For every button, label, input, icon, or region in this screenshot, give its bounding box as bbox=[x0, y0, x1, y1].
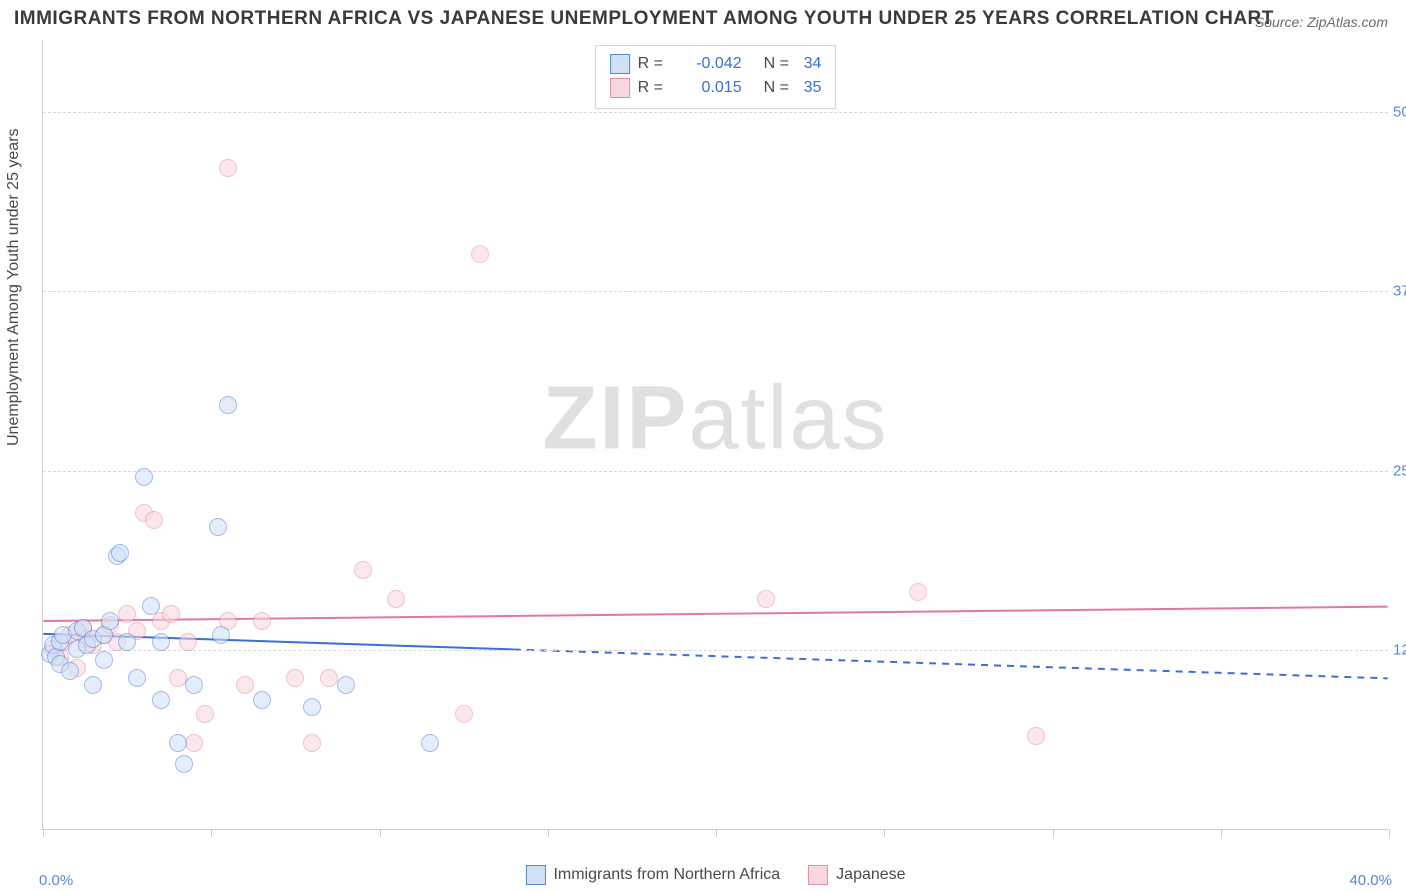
y-axis-label: Unemployment Among Youth under 25 years bbox=[5, 128, 23, 446]
scatter-point-series2 bbox=[236, 676, 254, 694]
x-tick bbox=[380, 829, 381, 837]
x-tick bbox=[548, 829, 549, 837]
trend-lines-layer bbox=[43, 40, 1388, 829]
legend-n-value: 34 bbox=[804, 52, 822, 76]
legend-r-value: -0.042 bbox=[682, 52, 742, 76]
y-tick-label: 37.5% bbox=[1393, 283, 1406, 300]
scatter-point-series1 bbox=[142, 597, 160, 615]
chart-title: IMMIGRANTS FROM NORTHERN AFRICA VS JAPAN… bbox=[14, 8, 1274, 30]
legend-correlation-row: R = 0.015 N = 35 bbox=[610, 76, 822, 100]
x-tick bbox=[43, 829, 44, 837]
scatter-point-series1 bbox=[135, 468, 153, 486]
x-tick bbox=[1389, 829, 1390, 837]
scatter-point-series2 bbox=[455, 705, 473, 723]
y-tick-label: 12.5% bbox=[1393, 642, 1406, 659]
scatter-point-series2 bbox=[162, 605, 180, 623]
scatter-point-series1 bbox=[152, 691, 170, 709]
gridline-horizontal bbox=[43, 471, 1388, 472]
scatter-point-series1 bbox=[111, 544, 129, 562]
scatter-point-series1 bbox=[212, 626, 230, 644]
scatter-point-series2 bbox=[387, 590, 405, 608]
scatter-point-series1 bbox=[209, 518, 227, 536]
chart-container: IMMIGRANTS FROM NORTHERN AFRICA VS JAPAN… bbox=[0, 0, 1406, 892]
scatter-point-series2 bbox=[909, 583, 927, 601]
scatter-point-series1 bbox=[421, 734, 439, 752]
x-tick bbox=[716, 829, 717, 837]
scatter-point-series1 bbox=[152, 633, 170, 651]
scatter-point-series1 bbox=[219, 396, 237, 414]
legend-series-item: Japanese bbox=[808, 865, 905, 885]
scatter-point-series1 bbox=[185, 676, 203, 694]
legend-series-label: Japanese bbox=[836, 866, 905, 884]
scatter-point-series2 bbox=[179, 633, 197, 651]
scatter-point-series1 bbox=[303, 698, 321, 716]
legend-r-value: 0.015 bbox=[682, 76, 742, 100]
scatter-point-series2 bbox=[118, 605, 136, 623]
scatter-point-series2 bbox=[253, 612, 271, 630]
scatter-point-series2 bbox=[219, 159, 237, 177]
trend-line bbox=[43, 607, 1387, 621]
scatter-point-series2 bbox=[286, 669, 304, 687]
scatter-point-series2 bbox=[354, 561, 372, 579]
scatter-point-series1 bbox=[118, 633, 136, 651]
gridline-horizontal bbox=[43, 112, 1388, 113]
scatter-point-series2 bbox=[303, 734, 321, 752]
y-tick-label: 50.0% bbox=[1393, 103, 1406, 120]
x-tick bbox=[211, 829, 212, 837]
legend-n-value: 35 bbox=[804, 76, 822, 100]
scatter-point-series2 bbox=[320, 669, 338, 687]
scatter-point-series2 bbox=[185, 734, 203, 752]
scatter-point-series1 bbox=[101, 612, 119, 630]
gridline-horizontal bbox=[43, 291, 1388, 292]
trend-line bbox=[514, 649, 1388, 678]
legend-correlation-box: R = -0.042 N = 34 R = 0.015 N = 35 bbox=[595, 45, 837, 109]
scatter-point-series1 bbox=[337, 676, 355, 694]
scatter-point-series2 bbox=[196, 705, 214, 723]
scatter-point-series2 bbox=[1027, 727, 1045, 745]
scatter-point-series1 bbox=[169, 734, 187, 752]
legend-swatch bbox=[610, 54, 630, 74]
legend-swatch bbox=[808, 865, 828, 885]
scatter-point-series2 bbox=[471, 245, 489, 263]
gridline-horizontal bbox=[43, 650, 1388, 651]
legend-swatch bbox=[610, 78, 630, 98]
source-attribution: Source: ZipAtlas.com bbox=[1255, 14, 1388, 30]
scatter-point-series2 bbox=[145, 511, 163, 529]
legend-series: Immigrants from Northern Africa Japanese bbox=[525, 865, 905, 885]
legend-n-label: N = bbox=[764, 76, 796, 100]
legend-series-label: Immigrants from Northern Africa bbox=[553, 866, 780, 884]
legend-correlation-row: R = -0.042 N = 34 bbox=[610, 52, 822, 76]
y-tick-label: 25.0% bbox=[1393, 462, 1406, 479]
x-tick bbox=[884, 829, 885, 837]
x-tick bbox=[1221, 829, 1222, 837]
plot-area: ZIPatlas R =-0.042N =34R =0.015N =35 Imm… bbox=[42, 40, 1388, 830]
legend-r-label: R = bbox=[638, 76, 674, 100]
scatter-point-series1 bbox=[61, 662, 79, 680]
scatter-point-series2 bbox=[757, 590, 775, 608]
legend-series-item: Immigrants from Northern Africa bbox=[525, 865, 780, 885]
x-axis-min-label: 0.0% bbox=[39, 872, 73, 889]
x-axis-max-label: 40.0% bbox=[1349, 872, 1392, 889]
scatter-point-series1 bbox=[128, 669, 146, 687]
legend-swatch bbox=[525, 865, 545, 885]
x-tick bbox=[1053, 829, 1054, 837]
legend-n-label: N = bbox=[764, 52, 796, 76]
scatter-point-series1 bbox=[84, 676, 102, 694]
scatter-point-series1 bbox=[253, 691, 271, 709]
scatter-point-series1 bbox=[95, 651, 113, 669]
scatter-point-series1 bbox=[175, 755, 193, 773]
scatter-point-series2 bbox=[169, 669, 187, 687]
legend-r-label: R = bbox=[638, 52, 674, 76]
